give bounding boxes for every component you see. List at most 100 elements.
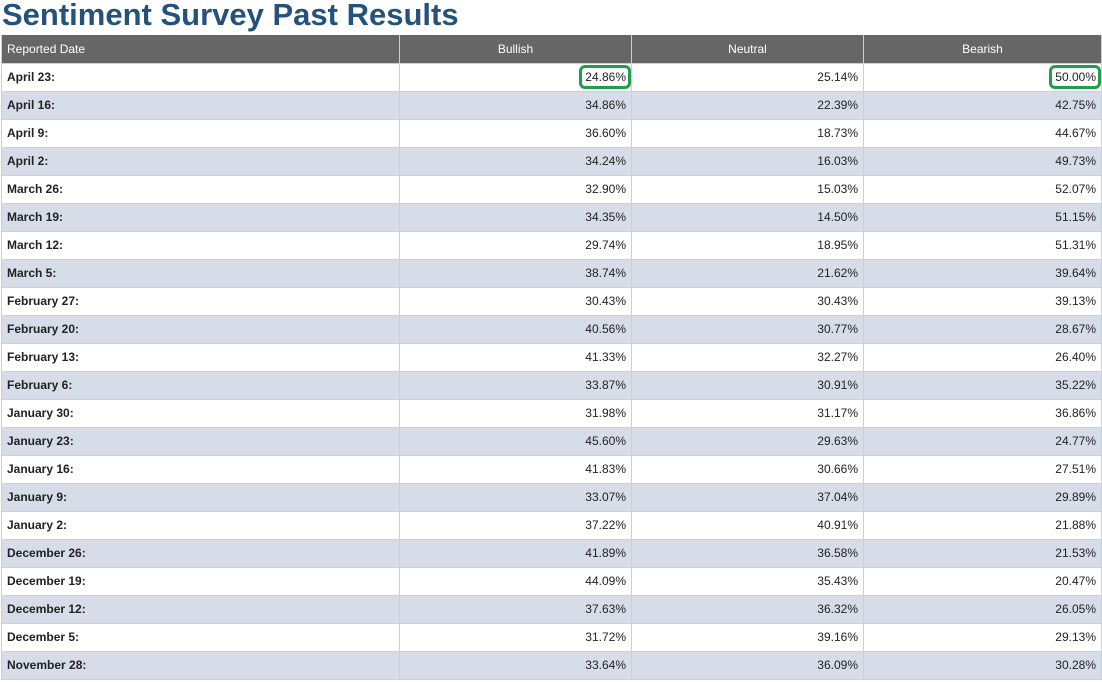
reported-date-cell: January 23: [1,426,400,456]
neutral-value: 31.17% [817,406,858,420]
bearish-cell: 39.64% [863,258,1102,288]
reported-date-cell: December 26: [1,538,400,568]
neutral-cell: 16.03% [631,146,864,176]
bearish-value: 52.07% [1055,182,1096,196]
bearish-cell: 26.40% [863,342,1102,372]
neutral-value: 32.27% [817,350,858,364]
bullish-value: 32.90% [585,182,626,196]
neutral-value: 30.91% [817,378,858,392]
reported-date-cell: April 16: [1,90,400,120]
bearish-value: 42.75% [1055,98,1096,112]
neutral-value: 37.04% [817,490,858,504]
bearish-value: 27.51% [1055,462,1096,476]
bearish-value: 20.47% [1055,574,1096,588]
bullish-cell: 34.86% [399,90,632,120]
neutral-cell: 36.58% [631,538,864,568]
bullish-value: 31.72% [585,630,626,644]
reported-date-cell: January 2: [1,510,400,540]
reported-date-cell: January 16: [1,454,400,484]
reported-date-cell: February 27: [1,286,400,316]
reported-date-cell: December 19: [1,566,400,596]
reported-date-cell: March 26: [1,174,400,204]
bullish-cell: 33.87% [399,370,632,400]
neutral-value: 36.09% [817,658,858,672]
reported-date-cell: January 30: [1,398,400,428]
reported-date-cell: April 2: [1,146,400,176]
reported-date-cell: April 23: [1,62,400,92]
bullish-value: 34.35% [585,210,626,224]
neutral-cell: 30.66% [631,454,864,484]
bullish-cell: 36.60% [399,118,632,148]
bullish-value: 38.74% [585,266,626,280]
neutral-value: 18.73% [817,126,858,140]
neutral-cell: 39.16% [631,622,864,652]
neutral-cell: 35.43% [631,566,864,596]
neutral-cell: 22.39% [631,90,864,120]
table-row: February 13: 41.33% 32.27% 26.40% [1,342,1102,372]
bullish-cell: 41.89% [399,538,632,568]
sentiment-results-table: Reported Date Bullish Neutral Bearish Ap… [1,35,1102,680]
table-row: April 16: 34.86% 22.39% 42.75% [1,90,1102,120]
table-row: March 5: 38.74% 21.62% 39.64% [1,258,1102,288]
bearish-value: 21.53% [1055,546,1096,560]
bearish-value: 30.28% [1055,658,1096,672]
neutral-value: 39.16% [817,630,858,644]
bullish-value: 33.87% [585,378,626,392]
bearish-value: 49.73% [1055,154,1096,168]
table-row: March 19: 34.35% 14.50% 51.15% [1,202,1102,232]
bullish-value: 29.74% [585,238,626,252]
table-row: February 20: 40.56% 30.77% 28.67% [1,314,1102,344]
neutral-value: 14.50% [817,210,858,224]
neutral-value: 18.95% [817,238,858,252]
header-neutral: Neutral [631,35,864,63]
table-row: December 5: 31.72% 39.16% 29.13% [1,622,1102,652]
bullish-cell: 45.60% [399,426,632,456]
reported-date-cell: April 9: [1,118,400,148]
reported-date-cell: February 20: [1,314,400,344]
bullish-value: 37.22% [585,518,626,532]
bearish-cell: 50.00% [863,62,1102,92]
bullish-value: 37.63% [585,602,626,616]
table-row: March 12: 29.74% 18.95% 51.31% [1,230,1102,260]
bullish-value: 41.83% [585,462,626,476]
bearish-value: 36.86% [1055,406,1096,420]
bullish-value: 36.60% [585,126,626,140]
bullish-cell: 37.22% [399,510,632,540]
bullish-value: 41.89% [585,546,626,560]
neutral-value: 25.14% [817,70,858,84]
neutral-cell: 37.04% [631,482,864,512]
neutral-value: 30.43% [817,294,858,308]
header-reported-date: Reported Date [1,35,400,63]
bearish-cell: 42.75% [863,90,1102,120]
bearish-cell: 28.67% [863,314,1102,344]
table-row: December 12: 37.63% 36.32% 26.05% [1,594,1102,624]
bullish-cell: 37.63% [399,594,632,624]
neutral-cell: 30.77% [631,314,864,344]
table-row: January 9: 33.07% 37.04% 29.89% [1,482,1102,512]
reported-date-cell: March 5: [1,258,400,288]
bullish-value: 45.60% [585,434,626,448]
bearish-value: 39.64% [1055,266,1096,280]
bullish-value: 33.07% [585,490,626,504]
neutral-value: 16.03% [817,154,858,168]
bullish-cell: 41.33% [399,342,632,372]
bullish-value: 34.86% [585,98,626,112]
neutral-cell: 30.91% [631,370,864,400]
reported-date-cell: December 5: [1,622,400,652]
bullish-cell: 31.98% [399,398,632,428]
bearish-cell: 35.22% [863,370,1102,400]
neutral-value: 30.66% [817,462,858,476]
bearish-cell: 27.51% [863,454,1102,484]
table-row: January 23: 45.60% 29.63% 24.77% [1,426,1102,456]
bearish-cell: 39.13% [863,286,1102,316]
bearish-cell: 49.73% [863,146,1102,176]
table-row: January 30: 31.98% 31.17% 36.86% [1,398,1102,428]
bearish-value: 29.13% [1055,630,1096,644]
table-row: January 16: 41.83% 30.66% 27.51% [1,454,1102,484]
bearish-value: 51.31% [1055,238,1096,252]
table-row: December 26: 41.89% 36.58% 21.53% [1,538,1102,568]
bullish-cell: 38.74% [399,258,632,288]
bearish-cell: 51.15% [863,202,1102,232]
bearish-cell: 52.07% [863,174,1102,204]
bearish-cell: 24.77% [863,426,1102,456]
